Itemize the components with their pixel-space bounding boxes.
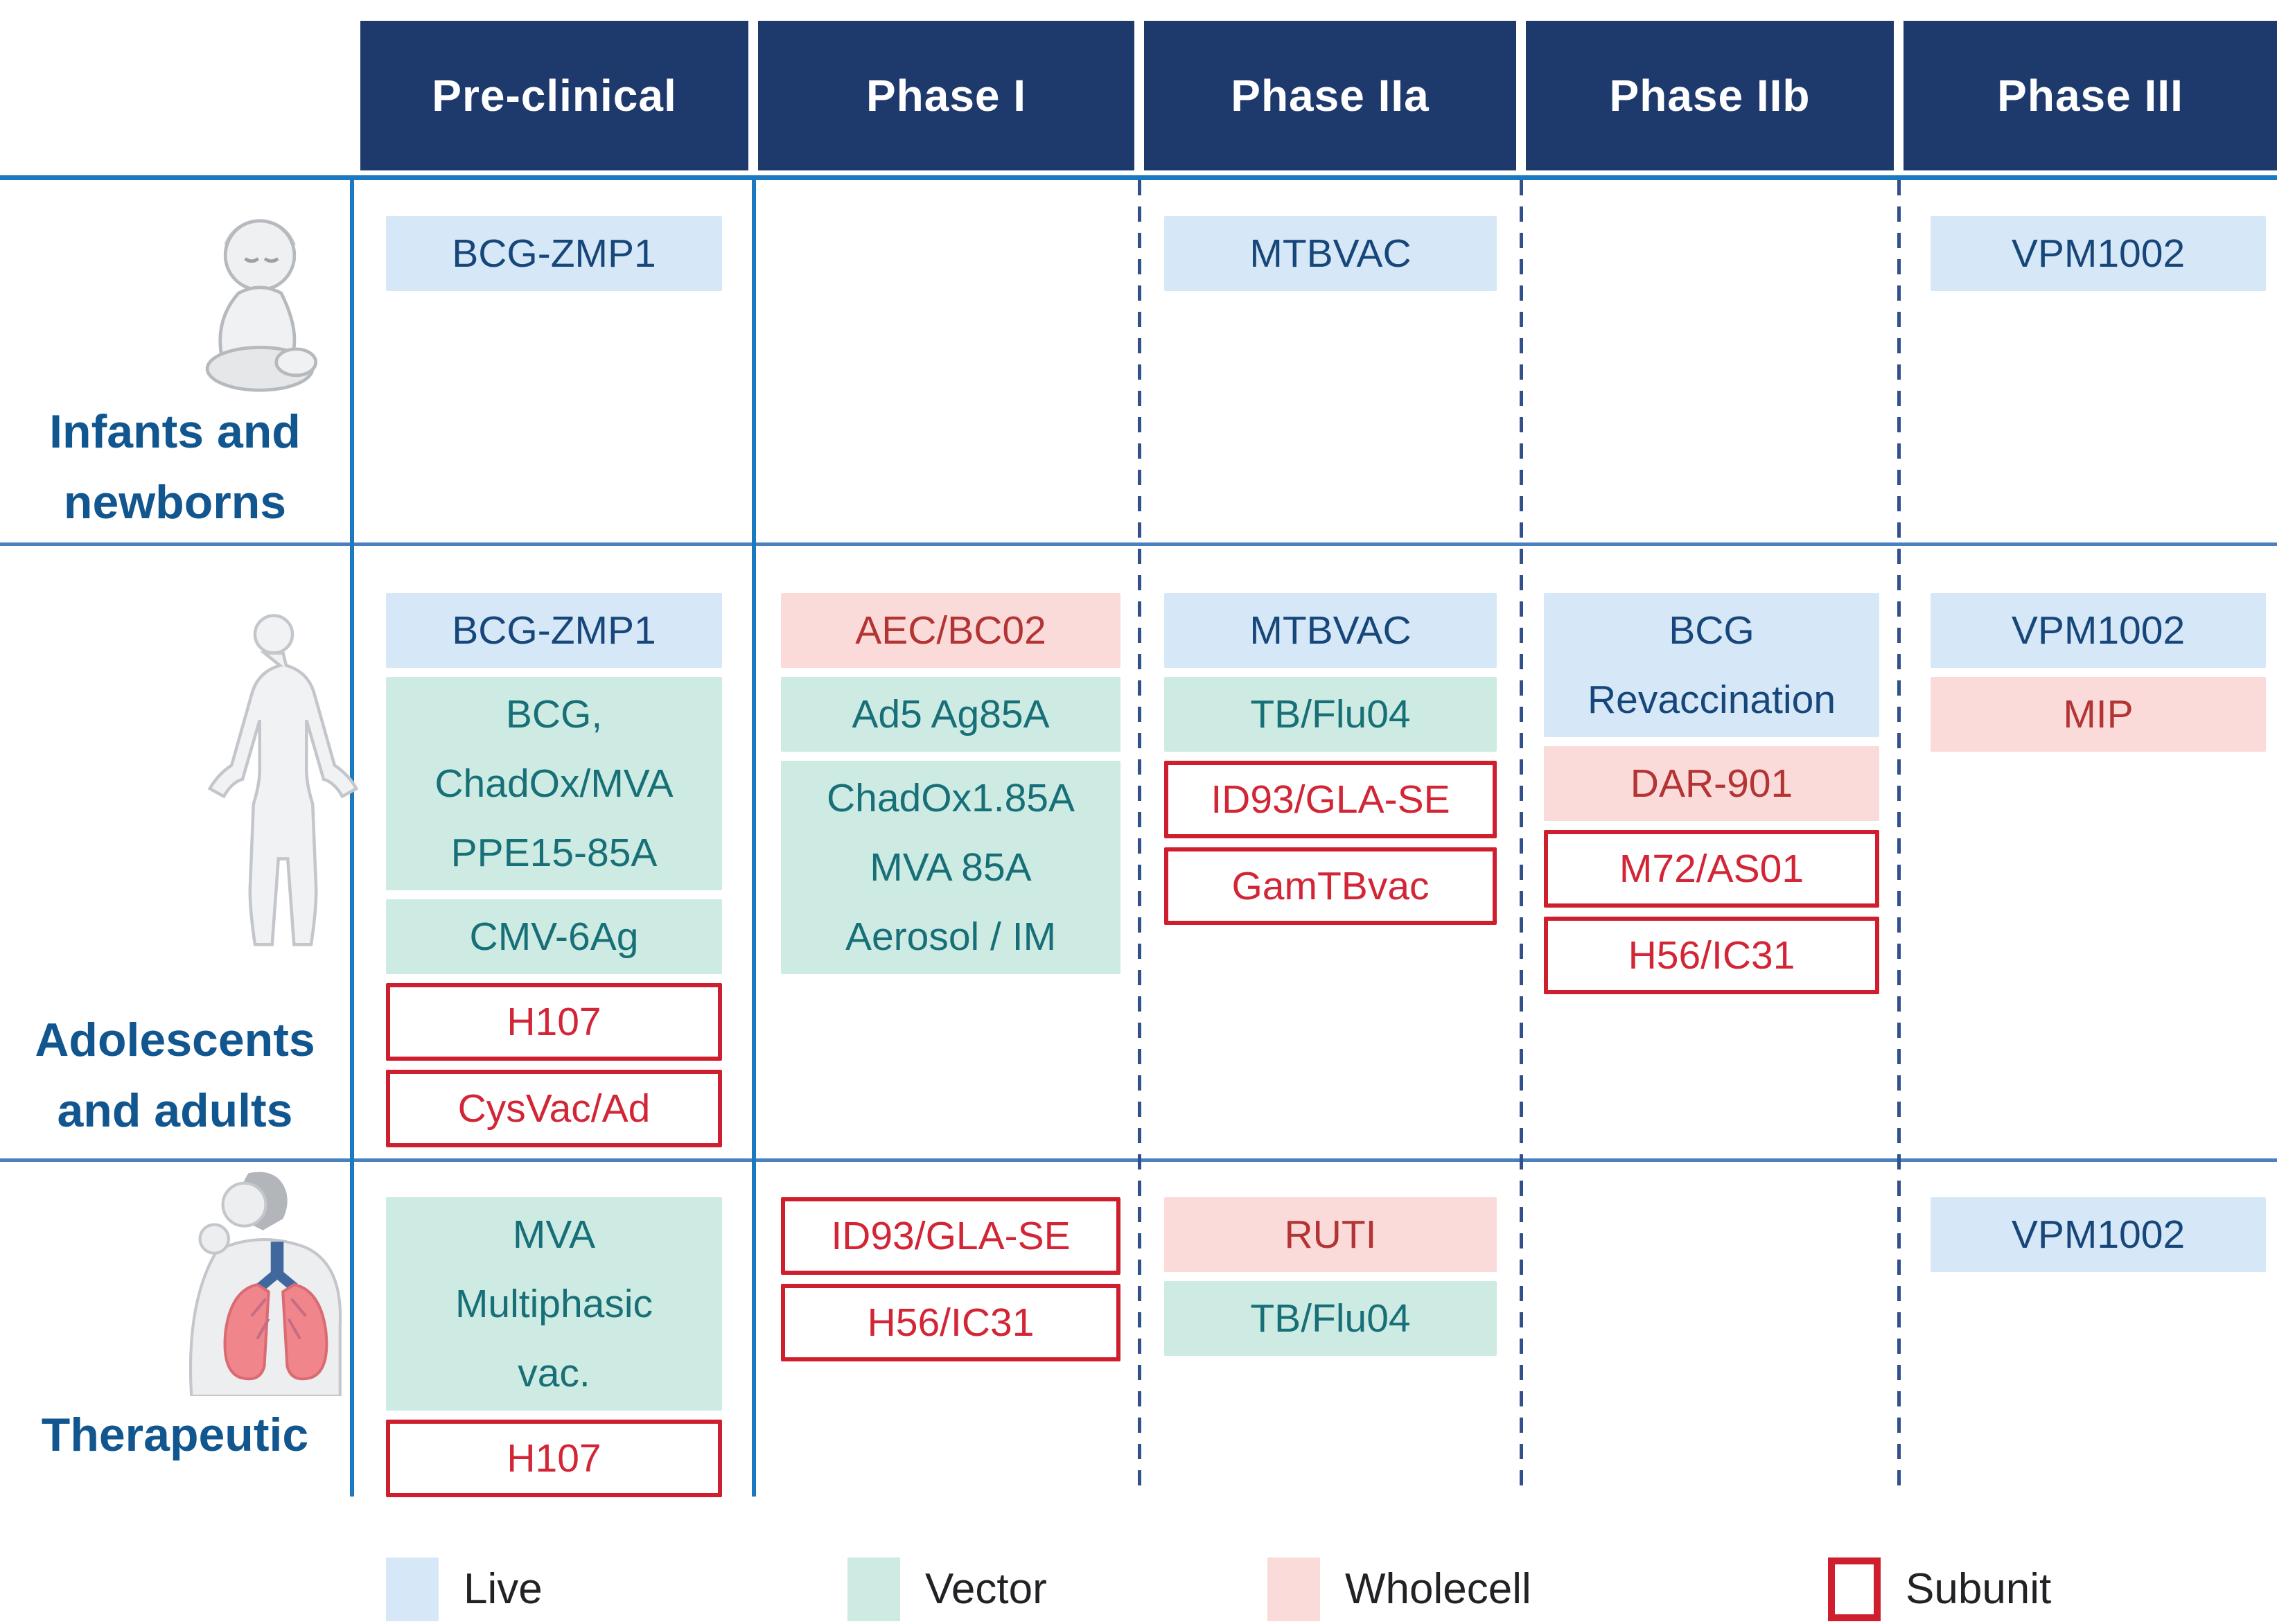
vaccine-box-vpm1002: VPM1002: [1931, 216, 2266, 291]
cell-therapeutic-phase2a: RUTI TB/Flu04: [1164, 1197, 1497, 1365]
vaccine-box-h107: H107: [386, 1420, 722, 1497]
vector-swatch-icon: [847, 1557, 900, 1621]
cell-therapeutic-preclinical: MVA Multiphasic vac. H107: [386, 1197, 722, 1506]
cell-therapeutic-phase3: VPM1002: [1931, 1197, 2266, 1281]
dashed-line-phase2b-phase3: [1897, 180, 1901, 1497]
lungs-icon: [163, 1167, 392, 1398]
cell-adolescents-phase3: VPM1002 MIP: [1931, 593, 2266, 761]
phase-header-phase3: Phase III: [1904, 21, 2277, 170]
row-label-adolescents: Adolescents and adults: [35, 1014, 315, 1137]
vaccine-box-bcg-zmp1: BCG-ZMP1: [386, 593, 722, 668]
subunit-swatch-icon: [1828, 1557, 1881, 1621]
row-label-infants: Infants and newborns: [49, 405, 301, 529]
legend-item-live: Live: [386, 1556, 543, 1622]
vaccine-box-m72-as01: M72/AS01: [1544, 830, 1879, 908]
legend-label-subunit: Subunit: [1906, 1565, 2052, 1613]
vaccine-box-mtbvac: MTBVAC: [1164, 593, 1497, 668]
vaccine-box-gamtbvac: GamTBvac: [1164, 847, 1497, 925]
phase-header-phase2b: Phase IIb: [1526, 21, 1894, 170]
vaccine-box-vpm1002: VPM1002: [1931, 593, 2266, 668]
vaccine-box-id93-gla-se: ID93/GLA-SE: [1164, 761, 1497, 838]
vaccine-box-mip: MIP: [1931, 677, 2266, 752]
vaccine-box-bcg-zmp1: BCG-ZMP1: [386, 216, 722, 291]
vaccine-box-ruti: RUTI: [1164, 1197, 1497, 1272]
vaccine-box-mtbvac: MTBVAC: [1164, 216, 1497, 291]
phase-header-phase1: Phase I: [758, 21, 1134, 170]
vaccine-box-bcg-chadox-mva-ppe15-85a: BCG, ChadOx/MVA PPE15-85A: [386, 677, 722, 890]
vaccine-box-h56-ic31: H56/IC31: [781, 1284, 1120, 1361]
vaccine-box-h56-ic31: H56/IC31: [1544, 917, 1879, 994]
cell-infants-preclinical: BCG-ZMP1: [386, 216, 722, 300]
cell-infants-phase2a: MTBVAC: [1164, 216, 1497, 300]
cell-adolescents-phase1: AEC/BC02 Ad5 Ag85A ChadOx1.85A MVA 85A Aer…: [781, 593, 1120, 983]
baby-icon: [159, 204, 360, 398]
vaccine-box-tb-flu04: TB/Flu04: [1164, 677, 1497, 752]
vaccine-box-cmv-6ag: CMV-6Ag: [386, 899, 722, 974]
row-label-therapeutic: Therapeutic: [41, 1409, 309, 1461]
legend-item-subunit: Subunit: [1828, 1556, 2051, 1622]
vaccine-box-h107: H107: [386, 983, 722, 1061]
legend-item-wholecell: Wholecell: [1267, 1556, 1531, 1622]
vaccine-box-vpm1002: VPM1002: [1931, 1197, 2266, 1272]
wholecell-swatch-icon: [1267, 1557, 1320, 1621]
vaccine-box-bcg-revaccination: BCG Revaccination: [1544, 593, 1879, 737]
vaccine-box-aec-bc02: AEC/BC02: [781, 593, 1120, 668]
vaccine-box-cysvac-ad: CysVac/Ad: [386, 1070, 722, 1147]
column-line-preclinical-phase1: [752, 180, 756, 1497]
vaccine-box-mva-multiphasic-vac: MVA Multiphasic vac.: [386, 1197, 722, 1411]
cell-infants-phase3: VPM1002: [1931, 216, 2266, 300]
vaccine-box-id93-gla-se: ID93/GLA-SE: [781, 1197, 1120, 1275]
vaccine-box-ad5-ag85a: Ad5 Ag85A: [781, 677, 1120, 752]
vaccine-box-dar-901: DAR-901: [1544, 746, 1879, 821]
legend-item-vector: Vector: [847, 1556, 1047, 1622]
dashed-line-phase2a-phase2b: [1520, 180, 1523, 1497]
legend-label-wholecell: Wholecell: [1345, 1565, 1531, 1613]
legend-label-vector: Vector: [925, 1565, 1047, 1613]
vaccine-box-tb-flu04: TB/Flu04: [1164, 1281, 1497, 1356]
phase-header-phase2a: Phase IIa: [1144, 21, 1516, 170]
cell-adolescents-phase2b: BCG Revaccination DAR-901 M72/AS01 H56/IC31: [1544, 593, 1879, 1003]
header-underline: [0, 175, 2277, 180]
cell-adolescents-phase2a: MTBVAC TB/Flu04 ID93/GLA-SE GamTBvac: [1164, 593, 1497, 934]
vaccine-box-chadox1-85a-mva-85a-aerosol-im: ChadOx1.85A MVA 85A Aerosol / IM: [781, 761, 1120, 974]
phase-header-preclinical: Pre-clinical: [360, 21, 748, 170]
live-swatch-icon: [386, 1557, 439, 1621]
legend-label-live: Live: [464, 1565, 543, 1613]
adult-icon: [180, 599, 367, 987]
dashed-line-phase1-phase2a: [1138, 180, 1141, 1497]
cell-therapeutic-phase1: ID93/GLA-SE H56/IC31: [781, 1197, 1120, 1370]
column-line-left: [350, 180, 354, 1497]
cell-adolescents-preclinical: BCG-ZMP1 BCG, ChadOx/MVA PPE15-85A CMV-6Ag…: [386, 593, 722, 1156]
